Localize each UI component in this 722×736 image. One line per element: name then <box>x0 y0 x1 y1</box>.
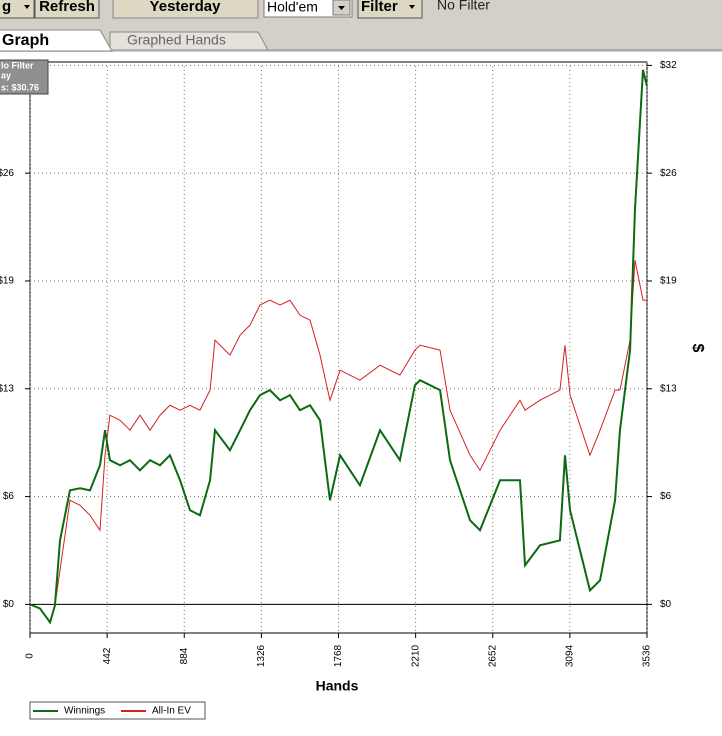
legend-label: All-In EV <box>152 706 191 717</box>
info-filter: lo Filter <box>1 60 34 70</box>
range-button[interactable] <box>0 0 35 19</box>
game-select-label: Hold'em <box>267 0 318 15</box>
filter-status: No Filter <box>437 0 490 13</box>
graphed-hands-tab[interactable] <box>109 31 269 51</box>
x-tick-label: 1326 <box>256 644 267 667</box>
y-tick-label-right: $26 <box>660 168 677 179</box>
x-tick-label: 2210 <box>410 644 421 667</box>
series-line <box>29 69 648 625</box>
plot: $0$0$6$6$13$13$19$19$26$26$32$3204428841… <box>0 60 677 667</box>
y-tick-label-right: $6 <box>660 491 672 502</box>
filter-label: Filter <box>361 0 398 15</box>
x-tick-label: 1768 <box>333 644 344 667</box>
chart-bg <box>0 52 722 731</box>
info-total: s: $30.76 <box>1 82 39 92</box>
refresh-button[interactable] <box>34 0 100 19</box>
graph-tab[interactable] <box>0 29 113 52</box>
y-tick-label-right: $0 <box>660 599 672 610</box>
game-select[interactable] <box>263 0 353 18</box>
y-tick-label-right: $32 <box>660 60 677 71</box>
range-label: g <box>2 0 11 15</box>
yesterday-label: Yesterday <box>150 0 222 15</box>
legend: Winnings All-In EV <box>33 706 191 717</box>
dropdown-arrow <box>338 6 345 10</box>
y-tick-label: $19 <box>0 276 14 287</box>
graph-tab-label: Graph <box>2 32 49 49</box>
y-tick-label: $13 <box>0 383 14 394</box>
graphed-hands-tab-label: Graphed Hands <box>127 32 226 48</box>
filter-button[interactable] <box>357 0 423 19</box>
info-box <box>0 59 49 95</box>
x-tick-label: 884 <box>179 647 190 664</box>
y-axis-label: $ <box>689 344 706 353</box>
x-tick-label: 3094 <box>565 644 576 667</box>
refresh-label: Refresh <box>39 0 95 15</box>
x-tick-label: 0 <box>25 653 36 659</box>
x-tick-label: 442 <box>102 647 113 664</box>
x-axis-label: Hands <box>316 678 359 694</box>
y-tick-label-right: $19 <box>660 276 677 287</box>
y-tick-label-right: $13 <box>660 383 677 394</box>
series-line <box>29 259 647 624</box>
info-date: ay <box>1 70 11 80</box>
yesterday-button[interactable] <box>112 0 259 19</box>
y-tick-label: $6 <box>3 491 15 502</box>
legend-label: Winnings <box>64 706 105 717</box>
dropdown-arrow <box>24 5 30 9</box>
x-tick-label: 2652 <box>487 644 498 667</box>
y-tick-label: $26 <box>0 168 14 179</box>
legend-box <box>29 701 206 720</box>
x-tick-label: 3536 <box>642 644 653 667</box>
y-tick-label: $0 <box>3 599 15 610</box>
dropdown-arrow <box>409 5 415 9</box>
